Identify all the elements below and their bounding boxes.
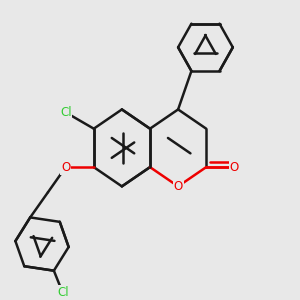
Text: O: O bbox=[173, 180, 183, 193]
Text: Cl: Cl bbox=[57, 286, 68, 299]
Text: O: O bbox=[230, 160, 239, 174]
Text: Cl: Cl bbox=[60, 106, 71, 119]
Text: O: O bbox=[61, 160, 70, 174]
